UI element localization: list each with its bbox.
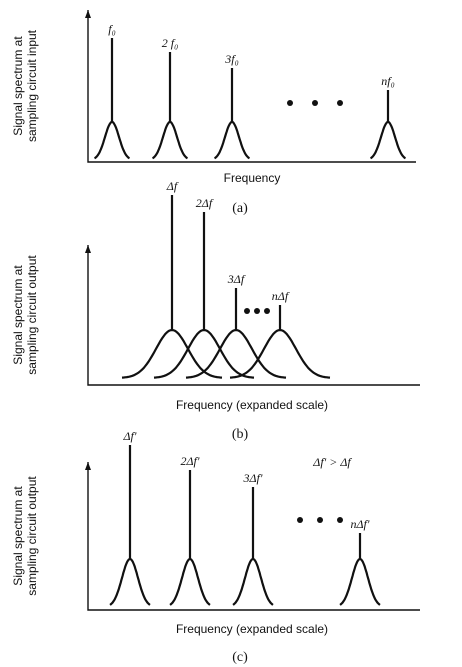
spectrum-bell (152, 120, 188, 160)
peak-label: 3f₀ (224, 52, 239, 66)
peak-label: 3Δf' (243, 471, 263, 485)
spectrum-bell (94, 120, 130, 160)
axes (87, 462, 420, 611)
peak-label: f₀ (108, 22, 116, 36)
y-axis-label: Signal spectrum at (11, 265, 25, 365)
ellipsis-dot (264, 308, 270, 314)
arrow (85, 10, 91, 18)
x-axis-label: Frequency (224, 171, 281, 185)
peak-label: nΔf (272, 289, 290, 303)
spectrum-bell (370, 120, 406, 160)
peak-label: 2Δf' (181, 454, 200, 468)
ellipsis-dot (287, 100, 293, 106)
peak-label: 2 f₀ (162, 36, 179, 50)
spectrum-bell (232, 557, 274, 606)
peak-label: Δf (166, 179, 179, 193)
peak-label: 3Δf (227, 272, 246, 286)
ellipsis-dot (337, 517, 343, 523)
ellipsis-dot (244, 308, 250, 314)
peak-label: Δf' (123, 429, 137, 443)
y-axis-label: sampling circuit output (25, 255, 39, 375)
spectrum-bell (214, 120, 250, 160)
y-axis-label: sampling circuit output (25, 476, 39, 596)
peak-label: 2Δf (196, 196, 214, 210)
y-axis-label: Signal spectrum at (11, 486, 25, 586)
axes (87, 10, 416, 163)
ellipsis-dot (337, 100, 343, 106)
caption: (c) (232, 650, 248, 665)
spectrum-bell (169, 557, 211, 606)
ellipsis-dot (317, 517, 323, 523)
spectrum-bell (339, 557, 381, 606)
arrow (85, 462, 91, 470)
y-axis-label: Signal spectrum at (11, 36, 25, 136)
x-axis-label: Frequency (expanded scale) (176, 622, 328, 636)
x-axis-label: Frequency (expanded scale) (176, 398, 328, 412)
caption: (a) (232, 201, 248, 216)
arrow (85, 245, 91, 253)
peak-label: nΔf' (351, 517, 370, 531)
spectrum-bell (109, 557, 151, 606)
peak-label: nf₀ (381, 74, 395, 88)
note: Δf' > Δf (312, 455, 352, 469)
ellipsis-dot (254, 308, 260, 314)
caption: (b) (232, 427, 249, 442)
ellipsis-dot (297, 517, 303, 523)
ellipsis-dot (312, 100, 318, 106)
y-axis-label: sampling circuit input (25, 29, 39, 142)
axes (87, 245, 420, 386)
